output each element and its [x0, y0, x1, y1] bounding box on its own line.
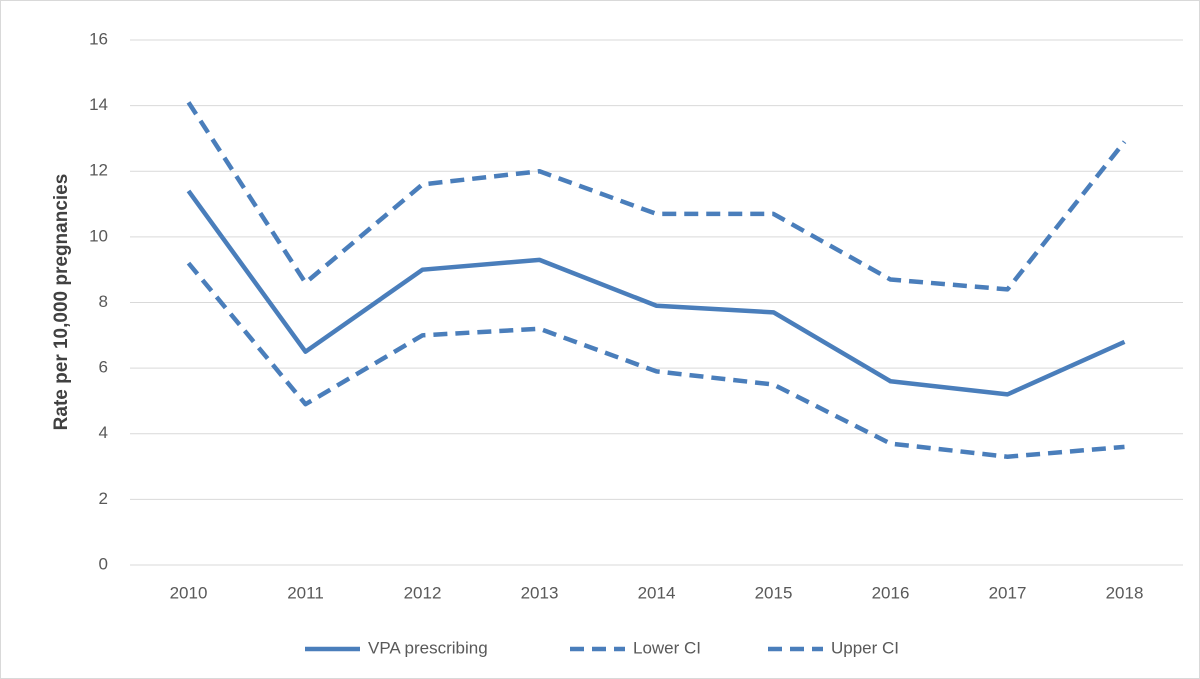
x-tick-label: 2010	[170, 583, 208, 602]
y-tick-label: 10	[89, 226, 108, 245]
y-tick-label: 6	[99, 358, 108, 377]
x-tick-label: 2013	[521, 583, 559, 602]
legend-label: Upper CI	[831, 638, 899, 657]
y-tick-label: 2	[99, 489, 108, 508]
x-tick-label: 2014	[638, 583, 676, 602]
legend-label: Lower CI	[633, 638, 701, 657]
legend-label: VPA prescribing	[368, 638, 488, 657]
line-series	[186, 189, 1126, 397]
y-tick-label: 0	[99, 554, 108, 573]
y-axis-title: Rate per 10,000 pregnancies	[51, 174, 72, 431]
y-tick-label: 14	[89, 95, 108, 114]
x-tick-label: 2012	[404, 583, 442, 602]
x-tick-label: 2018	[1106, 583, 1144, 602]
line-series	[186, 101, 1127, 292]
x-tick-label: 2017	[989, 583, 1027, 602]
x-tick-label: 2016	[872, 583, 910, 602]
x-tick-label: 2011	[287, 583, 324, 602]
line-series	[186, 261, 1125, 459]
x-tick-label: 2015	[755, 583, 793, 602]
y-tick-label: 8	[99, 292, 108, 311]
y-tick-label: 12	[89, 161, 108, 180]
y-tick-label: 16	[89, 29, 108, 48]
y-tick-label: 4	[99, 423, 108, 442]
